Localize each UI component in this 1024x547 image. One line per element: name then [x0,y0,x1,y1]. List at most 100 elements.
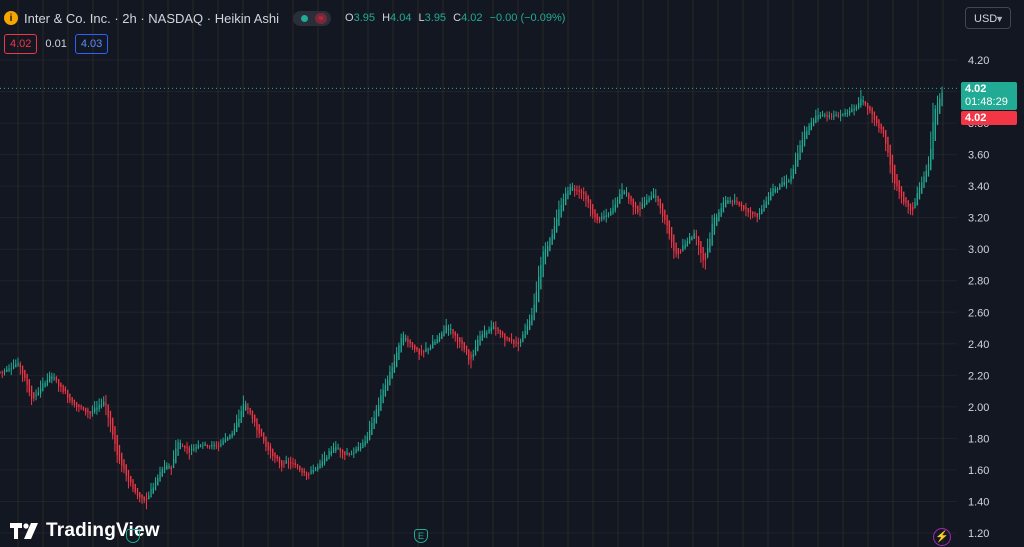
candle-body [459,337,461,343]
candle-body [510,339,513,341]
earnings-marker-icon[interactable]: E [414,529,428,543]
candle-body [688,236,691,244]
candle-body [227,437,229,441]
candle-body [499,329,501,335]
candle-body [799,145,801,160]
candle-body [634,202,637,209]
candle-body [655,195,657,197]
candle-body [614,204,616,211]
candle-body [894,164,896,184]
candle-body [274,452,276,458]
candle-body [213,444,215,446]
candle-body [842,114,844,116]
candle-body [522,334,524,343]
y-axis-tick-label: 1.60 [968,465,989,477]
candle-body [123,459,125,470]
candle-body [157,477,159,486]
candle-body [592,204,594,215]
candle-body [242,404,245,418]
candle-body [867,102,869,109]
candle-body [57,378,60,387]
candle-body [501,332,504,335]
data-problem-icon[interactable]: ≈ [315,12,328,24]
symbol-title[interactable]: Inter & Co. Inc. · 2h · NASDAQ · Heikin … [24,10,280,26]
candle-body [265,436,267,447]
tradingview-logo-icon [10,523,38,539]
candle-body [540,264,542,290]
candle-body [0,372,1,374]
candle-body [1,372,3,374]
candle-body [788,180,790,183]
candle-body [907,200,909,207]
close-value: 4.02 [461,12,483,24]
candle-body [161,469,163,477]
currency-dropdown[interactable]: USD ▼ [965,7,1011,29]
dividend-marker-icon[interactable] [126,529,140,543]
candle-body [589,199,592,209]
candle-body [362,442,364,449]
candle-body [432,341,434,349]
candle-body [418,348,420,355]
symbol-legend[interactable]: i Inter & Co. Inc. · 2h · NASDAQ · Heiki… [4,6,569,30]
candle-body [682,245,684,252]
candle-body [278,456,281,464]
candle-body [405,338,407,340]
candle-body [853,108,855,111]
candle-body [601,216,603,219]
candle-body [492,326,495,330]
candle-body [330,450,332,456]
candle-body [661,203,664,216]
candle-body [704,253,707,261]
candle-body [233,428,236,436]
candle-body [188,447,191,453]
candle-body [170,466,172,470]
candle-body [193,448,195,450]
candle-body [664,209,666,221]
candle-body [905,197,907,204]
candle-body [488,329,490,334]
spread-value: 0.01 [45,38,67,50]
status-indicators[interactable]: ≈ [293,10,332,26]
candle-body [882,126,885,134]
candle-body [118,445,121,461]
candle-body [556,218,558,233]
y-axis-tick-label: 2.40 [968,339,989,351]
candle-body [524,330,526,339]
candle-body [758,213,761,216]
candle-body [24,369,26,378]
candle-body [707,248,709,257]
symbol-info-icon[interactable]: i [4,11,18,25]
buy-button[interactable]: 4.03 [74,34,109,54]
candle-body [903,191,905,203]
candle-body [896,174,898,187]
candle-body [8,368,10,371]
candle-body [610,211,612,216]
candle-body [531,315,533,326]
candle-body [745,207,747,210]
candle-body [718,212,720,222]
y-axis-tick-label: 4.20 [968,55,989,67]
candle-body [236,422,238,432]
sell-button[interactable]: 4.02 [4,34,38,54]
candle-body [625,192,628,194]
candle-body [177,442,179,456]
candle-body [305,471,308,477]
candle-body [202,445,204,447]
candle-body [96,407,98,411]
candle-body [632,198,634,208]
candle-body [154,480,157,491]
candle-body [332,448,335,453]
candle-body [596,213,598,220]
candle-body [411,342,414,347]
candle-body [141,494,143,499]
candle-body [317,466,319,471]
candle-body [64,388,67,392]
candle-body [407,339,409,342]
candle-body [159,471,161,482]
candle-body [756,213,758,217]
candle-body [547,245,549,257]
lightning-icon[interactable]: ⚡ [933,528,951,546]
candle-body [574,188,576,191]
candle-body [67,389,69,398]
